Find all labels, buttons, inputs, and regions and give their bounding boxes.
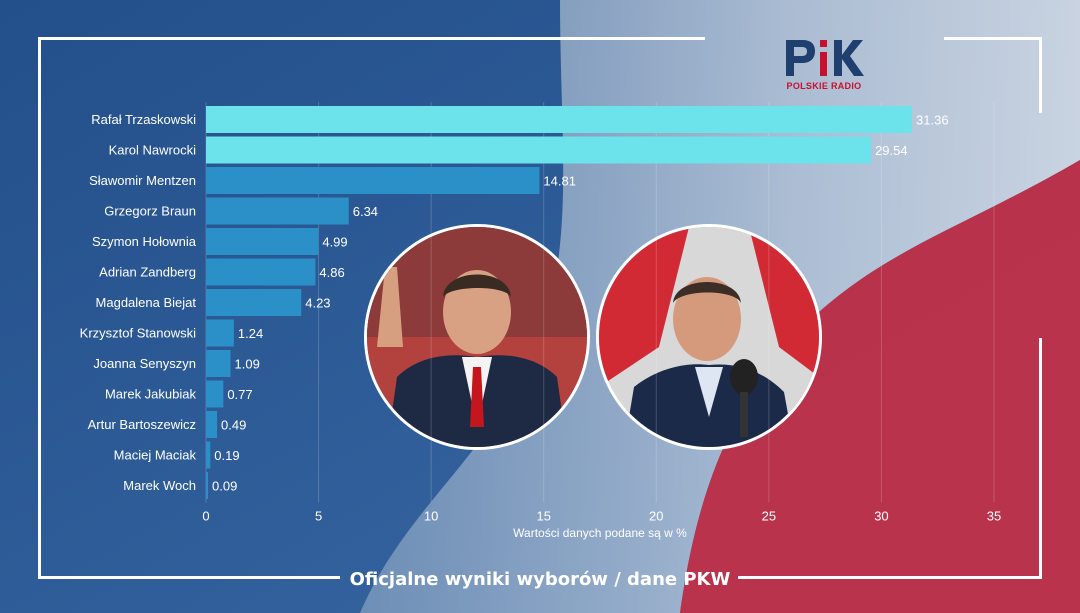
category-label: Magdalena Biejat — [96, 295, 197, 310]
flag-red — [680, 160, 1080, 613]
bar — [206, 380, 224, 408]
x-tick-label: 15 — [536, 509, 550, 524]
x-tick-label: 5 — [315, 509, 322, 524]
value-label: 0.77 — [227, 387, 252, 402]
bar — [206, 106, 913, 133]
value-label: 4.23 — [305, 296, 330, 311]
footer-title: Oficjalne wyniki wyborów / dane PKW — [349, 569, 731, 590]
category-label: Marek Woch — [123, 478, 196, 493]
category-label: Maciej Maciak — [114, 448, 197, 463]
value-label: 0.49 — [221, 418, 246, 433]
category-label: Joanna Senyszyn — [93, 356, 196, 371]
value-label: 14.81 — [543, 174, 576, 189]
x-tick-label: 30 — [874, 509, 888, 524]
bar — [206, 319, 234, 347]
candidate-photo-nawrocki — [596, 224, 822, 450]
pik-logo — [786, 40, 864, 76]
value-label: 1.24 — [238, 326, 263, 341]
bars — [206, 106, 913, 499]
value-label: 29.54 — [875, 143, 908, 158]
x-tick-label: 0 — [202, 509, 209, 524]
category-label: Artur Bartoszewicz — [88, 417, 196, 432]
frame-left — [38, 37, 41, 579]
candidate-photo-trzaskowski — [364, 224, 590, 450]
category-label: Rafał Trzaskowski — [91, 112, 196, 127]
bar — [206, 289, 302, 316]
grid-lines — [205, 102, 995, 503]
category-label: Szymon Hołownia — [92, 234, 197, 249]
category-label: Karol Nawrocki — [109, 143, 197, 158]
frame-top-right — [944, 37, 1042, 40]
category-label: Sławomir Mentzen — [89, 173, 196, 188]
x-tick-labels: 0 5 10 15 20 25 30 35 — [202, 509, 1001, 524]
bar — [206, 441, 211, 469]
bar — [206, 411, 218, 438]
bar — [206, 228, 319, 255]
bar — [206, 350, 231, 377]
value-label: 0.09 — [212, 479, 237, 494]
frame-bottom-left — [38, 576, 340, 579]
value-labels: 31.36 29.54 14.81 6.34 4.99 4.86 4.23 1.24 1.09 0… — [212, 113, 949, 494]
category-label: Krzysztof Stanowski — [80, 326, 196, 341]
bar — [206, 197, 349, 225]
frame-top-left — [38, 37, 705, 40]
value-label: 1.09 — [235, 357, 260, 372]
logo-subtitle: POLSKIE RADIO — [786, 81, 862, 91]
category-labels: Rafał Trzaskowski Karol Nawrocki Sławomir … — [80, 112, 197, 493]
frame-right-top — [1039, 37, 1042, 113]
category-label: Grzegorz Braun — [104, 204, 196, 219]
value-label: 0.19 — [214, 448, 239, 463]
category-label: Marek Jakubiak — [105, 387, 197, 402]
value-label: 4.99 — [322, 235, 347, 250]
value-label: 6.34 — [353, 204, 378, 219]
value-label: 4.86 — [319, 265, 344, 280]
value-label: 31.36 — [916, 113, 949, 128]
frame-bottom-right — [738, 576, 1042, 579]
x-tick-label: 25 — [762, 509, 776, 524]
bar — [206, 136, 872, 164]
bar — [206, 167, 540, 194]
x-tick-label: 10 — [424, 509, 438, 524]
bar — [206, 258, 316, 286]
category-label: Adrian Zandberg — [99, 265, 196, 280]
bar — [206, 472, 209, 499]
x-axis-label: Wartości danych podane są w % — [513, 526, 687, 540]
x-tick-label: 20 — [649, 509, 663, 524]
x-tick-label: 35 — [987, 509, 1001, 524]
frame-right-bottom — [1039, 338, 1042, 579]
